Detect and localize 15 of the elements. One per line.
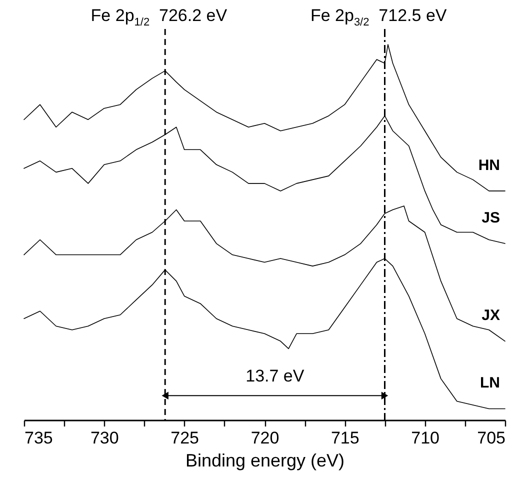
x-tick-label: 725 bbox=[170, 428, 200, 448]
series-label: JS bbox=[482, 210, 500, 227]
x-tick-label: 710 bbox=[411, 428, 440, 448]
x-axis-title: Binding energy (eV) bbox=[185, 450, 345, 470]
x-tick-label: 715 bbox=[330, 428, 360, 448]
x-tick-label: 720 bbox=[250, 428, 280, 448]
ref-line-label: Fe 2p$_{1/2}$ 726.2 eV bbox=[90, 6, 228, 28]
series-label: JX bbox=[482, 307, 500, 324]
ref-line-label: Fe 2p$_{3/2}$ 712.5 eV bbox=[310, 6, 447, 28]
series-label: LN bbox=[480, 374, 500, 392]
x-tick-label: 730 bbox=[90, 428, 119, 448]
x-tick-label: 705 bbox=[477, 428, 506, 448]
series-label: HN bbox=[478, 156, 500, 174]
annotation: 13.7 eV bbox=[246, 366, 305, 386]
x-tick-label: 735 bbox=[24, 428, 53, 448]
